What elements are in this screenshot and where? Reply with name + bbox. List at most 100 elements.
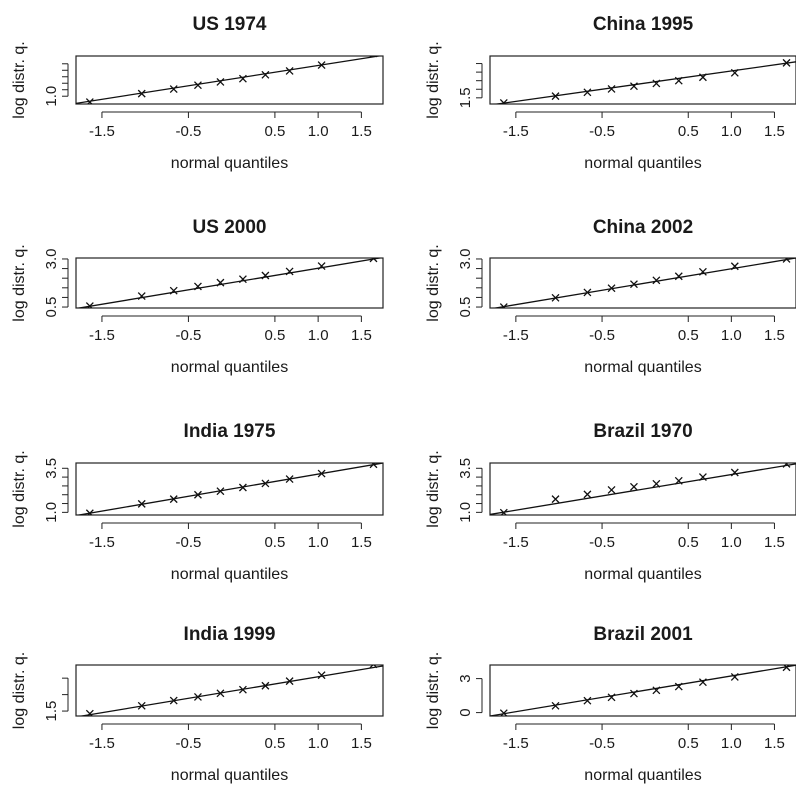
data-point	[137, 701, 146, 710]
y-tick-label: 3.5	[43, 458, 60, 479]
x-tick-label: 1.0	[721, 735, 742, 752]
data-point	[216, 278, 225, 287]
x-tick-label: 1.0	[308, 327, 329, 344]
data-point	[216, 77, 225, 86]
fit-line	[76, 56, 383, 104]
data-point	[583, 696, 592, 705]
y-axis-label: log distr. q.	[11, 41, 28, 118]
data-point	[551, 293, 560, 302]
data-point	[369, 463, 378, 469]
fit-line	[490, 665, 796, 716]
data-point	[137, 292, 146, 301]
data-point	[137, 499, 146, 508]
x-tick-label: 1.0	[721, 327, 742, 344]
x-tick-label: -0.5	[589, 327, 615, 344]
plot-frame	[75, 664, 384, 717]
data-point	[261, 70, 270, 79]
qq-panel: Brazil 2001 -1.5 -0.5 0.5 1.0 1.5 0 3 normal qua…	[425, 624, 796, 784]
x-tick-label: 0.5	[678, 123, 699, 140]
fit-line	[77, 665, 383, 716]
x-tick-label: 1.5	[764, 735, 785, 752]
data-point	[238, 74, 247, 83]
panel-title: Brazil 1970	[593, 421, 692, 442]
data-point	[261, 681, 270, 690]
data-point	[698, 267, 707, 276]
x-tick-label: 1.5	[764, 534, 785, 551]
plot-area	[490, 665, 796, 716]
x-tick-label: -1.5	[503, 123, 529, 140]
data-point	[607, 84, 616, 93]
x-axis-label: normal quantiles	[584, 155, 701, 172]
panel-title: US 2000	[193, 217, 267, 238]
data-point	[730, 68, 739, 77]
fit-line	[76, 258, 383, 308]
data-point	[499, 709, 508, 716]
x-tick-label: -0.5	[175, 123, 201, 140]
data-point	[607, 284, 616, 293]
x-tick-label: -0.5	[175, 735, 201, 752]
x-tick-label: 0.5	[678, 735, 699, 752]
data-point	[652, 686, 661, 695]
data-point	[285, 66, 294, 75]
data-point	[261, 271, 270, 280]
plot-area	[77, 665, 383, 716]
y-tick-label: 1.0	[43, 502, 60, 523]
data-point	[551, 92, 560, 101]
qq-panel: US 2000 -1.5 -0.5 0.5 1.0 1.5 0.5 3.0 normal qua…	[11, 217, 384, 376]
y-tick-label: 0	[457, 708, 474, 716]
x-tick-label: 1.5	[764, 327, 785, 344]
x-tick-label: 1.5	[351, 534, 372, 551]
y-tick-label: 1.0	[457, 502, 474, 523]
y-tick-label: 1.5	[457, 87, 474, 108]
fit-line	[492, 61, 796, 104]
data-point	[782, 463, 791, 468]
data-point	[193, 282, 202, 291]
x-tick-label: -1.5	[89, 534, 115, 551]
x-tick-label: 1.0	[721, 123, 742, 140]
x-tick-label: -1.5	[503, 327, 529, 344]
x-axis-label: normal quantiles	[584, 359, 701, 376]
data-point	[85, 98, 94, 104]
y-axis-label: log distr. q.	[425, 652, 442, 729]
data-point	[629, 280, 638, 289]
data-point	[193, 81, 202, 90]
plot-area	[490, 463, 796, 515]
x-tick-label: -0.5	[589, 534, 615, 551]
data-point	[169, 696, 178, 705]
fit-line	[490, 463, 796, 515]
y-tick-label: 0.5	[43, 297, 60, 318]
data-point	[499, 99, 508, 104]
data-point	[698, 678, 707, 687]
plot-frame	[489, 462, 796, 516]
data-point	[551, 495, 560, 504]
x-axis-label: normal quantiles	[171, 566, 288, 583]
y-tick-label: 1.5	[43, 701, 60, 722]
x-tick-label: -0.5	[589, 735, 615, 752]
x-tick-label: 1.0	[308, 123, 329, 140]
data-point	[730, 672, 739, 681]
plot-area	[76, 258, 383, 308]
qq-panel: US 1974 -1.5 -0.5 0.5 1.0 1.5 1.0 normal quanti…	[11, 14, 384, 172]
y-tick-label: 3.5	[457, 458, 474, 479]
data-point	[169, 85, 178, 94]
data-point	[730, 468, 739, 477]
plot-frame	[489, 55, 796, 105]
data-point	[782, 58, 791, 67]
x-tick-label: -1.5	[89, 327, 115, 344]
data-point	[674, 682, 683, 691]
data-point	[317, 671, 326, 680]
data-point	[730, 262, 739, 271]
data-point	[782, 258, 791, 263]
data-point	[551, 701, 560, 710]
plot-area	[492, 58, 796, 104]
data-point	[583, 288, 592, 297]
y-axis-label: log distr. q.	[425, 450, 442, 527]
x-tick-label: -1.5	[89, 123, 115, 140]
x-tick-label: -1.5	[503, 735, 529, 752]
data-point	[674, 272, 683, 281]
data-point	[652, 79, 661, 88]
data-point	[285, 677, 294, 686]
data-point	[698, 73, 707, 82]
data-point	[216, 689, 225, 698]
